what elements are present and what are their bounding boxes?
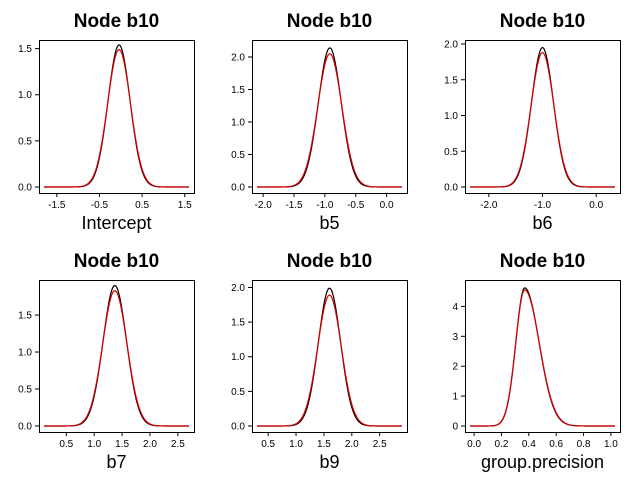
- panel-4: Node b10 0.5 1.0 1.5 2.0 2.5 0.0 0.5 1.0 1.5 b7: [18, 251, 195, 472]
- plot-frame: [252, 40, 408, 194]
- x-tick-label: 2.0: [345, 439, 359, 450]
- y-tick-label: 0.5: [18, 136, 32, 147]
- x-tick-label: -0.5: [91, 200, 109, 211]
- density-curve-red: [470, 51, 615, 188]
- density-curve-black: [470, 46, 615, 188]
- y-tick-label: 1.0: [18, 90, 32, 101]
- x-axis-label: b9: [319, 452, 339, 472]
- x-tick-label: 0.5: [261, 439, 275, 450]
- x-tick-label: 1.5: [178, 200, 192, 211]
- x-tick-label: 0.8: [577, 439, 591, 450]
- panel-title: Node b10: [500, 11, 586, 32]
- y-tick-label: 0.0: [231, 183, 245, 194]
- plot-frame: [39, 280, 195, 433]
- density-curve-black: [257, 287, 402, 427]
- y-tick-label: 2.0: [231, 53, 245, 64]
- x-tick-label: 1.0: [87, 439, 101, 450]
- density-curve-red: [44, 290, 189, 427]
- plot-frame: [465, 40, 621, 194]
- x-tick-label: 0.0: [589, 200, 603, 211]
- x-tick-label: 1.0: [289, 439, 303, 450]
- y-tick-label: 0.5: [18, 385, 32, 396]
- y-tick-label: 1.5: [18, 311, 32, 322]
- y-tick-label: 1.5: [18, 44, 32, 55]
- density-curve-red: [257, 294, 402, 427]
- y-tick-label: 1: [452, 392, 458, 403]
- x-tick-label: -2.0: [255, 200, 273, 211]
- x-tick-label: 1.0: [604, 439, 618, 450]
- plot-frame: [465, 280, 621, 433]
- x-tick-label: -0.5: [347, 200, 365, 211]
- y-tick-label: 1.5: [231, 318, 245, 329]
- y-tick-label: 0.5: [444, 147, 458, 158]
- x-tick-label: 1.5: [317, 439, 331, 450]
- y-tick-label: 0.5: [231, 150, 245, 161]
- y-tick-label: 2.0: [444, 40, 458, 51]
- y-tick-label: 0.5: [231, 387, 245, 398]
- x-tick-label: 2.5: [373, 439, 387, 450]
- x-tick-label: 0.0: [380, 200, 394, 211]
- y-tick-label: 0.0: [444, 183, 458, 194]
- density-curve-red: [44, 49, 189, 188]
- y-tick-label: 0.0: [18, 422, 32, 433]
- panel-6: Node b10 0.0 0.2 0.4 0.6 0.8 1.0 0 1 2 3 4 group.pre…: [452, 251, 621, 472]
- x-axis-label: b5: [319, 213, 339, 233]
- x-axis-label: Intercept: [81, 213, 151, 233]
- panel-title: Node b10: [500, 251, 586, 272]
- panel-1: Node b10 -1.5 -0.5 0.5 1.5 0.0 0.5 1.0 1.5 Interc…: [18, 11, 195, 233]
- x-tick-label: 0.5: [135, 200, 149, 211]
- x-axis-label: b7: [106, 452, 126, 472]
- panel-3: Node b10 -2.0 -1.0 0.0 0.0 0.5 1.0 1.5 2.0 b6: [444, 11, 621, 233]
- x-tick-label: 0.5: [59, 439, 73, 450]
- x-tick-label: -2.0: [480, 200, 498, 211]
- x-tick-label: 0.4: [522, 439, 536, 450]
- y-tick-label: 1.5: [231, 85, 245, 96]
- y-tick-label: 1.0: [444, 111, 458, 122]
- plot-frame: [39, 40, 195, 194]
- density-curve-black: [44, 284, 189, 427]
- x-tick-label: 0.6: [549, 439, 563, 450]
- x-tick-label: 1.5: [115, 439, 129, 450]
- x-tick-label: -1.5: [285, 200, 303, 211]
- y-tick-label: 1.0: [231, 352, 245, 363]
- x-tick-label: 2.0: [143, 439, 157, 450]
- x-tick-label: -1.5: [48, 200, 66, 211]
- plot-frame: [252, 280, 408, 433]
- x-axis-label: group.precision: [481, 452, 604, 472]
- y-tick-label: 0.0: [231, 422, 245, 433]
- y-tick-label: 1.0: [18, 348, 32, 359]
- density-curve-black: [257, 47, 402, 188]
- density-curve-black: [470, 287, 615, 427]
- y-tick-label: 0.0: [18, 183, 32, 194]
- panel-title: Node b10: [74, 11, 160, 32]
- x-tick-label: 0.2: [495, 439, 509, 450]
- panel-title: Node b10: [287, 11, 373, 32]
- panel-title: Node b10: [74, 251, 160, 272]
- x-tick-label: 2.5: [171, 439, 185, 450]
- panel-2: Node b10 -2.0 -1.5 -1.0 -0.5 0.0 0.0 0.5 1.0 1.5 2…: [231, 11, 408, 233]
- x-tick-label: -1.0: [534, 200, 552, 211]
- x-axis-label: b6: [532, 213, 552, 233]
- y-tick-label: 2: [452, 362, 458, 373]
- y-tick-label: 1.0: [231, 118, 245, 129]
- panel-title: Node b10: [287, 251, 373, 272]
- density-curve-black: [44, 44, 189, 188]
- x-tick-label: -1.0: [316, 200, 334, 211]
- density-curve-red: [470, 289, 615, 427]
- density-curve-red: [257, 53, 402, 188]
- y-tick-label: 2.0: [231, 283, 245, 294]
- panel-5: Node b10 0.5 1.0 1.5 2.0 2.5 0.0 0.5 1.0 1.5 2.0 b9: [231, 251, 408, 472]
- y-tick-label: 0: [452, 422, 458, 433]
- y-tick-label: 4: [452, 302, 458, 313]
- y-tick-label: 1.5: [444, 75, 458, 86]
- y-tick-label: 3: [452, 332, 458, 343]
- x-tick-label: 0.0: [467, 439, 481, 450]
